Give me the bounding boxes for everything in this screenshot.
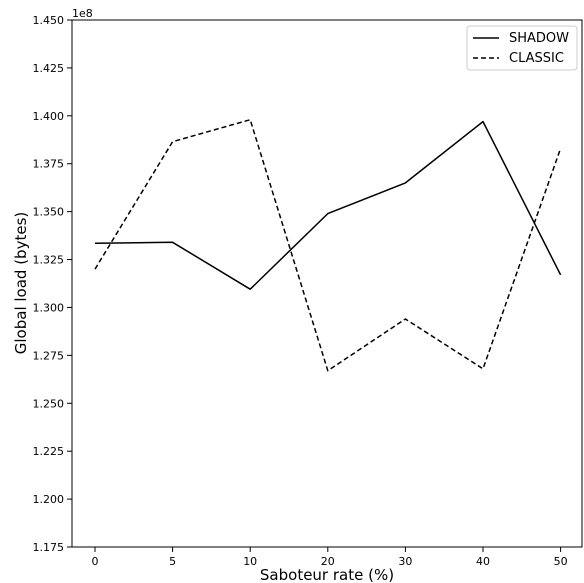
y-tick-label: 1.325 (33, 254, 65, 267)
plot-area (71, 19, 583, 548)
y-axis-label: Global load (bytes) (12, 212, 30, 354)
legend-label-classic: CLASSIC (509, 51, 564, 66)
x-tick-label: 0 (92, 555, 99, 568)
y-tick-label: 1.400 (33, 110, 65, 123)
series-layer (94, 118, 562, 372)
y-tick-label: 1.275 (33, 349, 65, 362)
y-axis-offset-label: 1e8 (72, 7, 93, 20)
x-tick-label: 40 (476, 555, 490, 568)
series-line-classic (94, 118, 562, 372)
y-tick-label: 1.375 (33, 158, 65, 171)
x-tick-label: 20 (321, 555, 335, 568)
series-line-shadow (94, 120, 562, 290)
y-tick-label: 1.200 (33, 493, 65, 506)
legend: SHADOW CLASSIC (466, 25, 578, 71)
y-tick-label: 1.300 (33, 301, 65, 314)
y-tick-label: 1.350 (33, 206, 65, 219)
x-axis-label: Saboteur rate (%) (260, 566, 394, 583)
y-tick-label: 1.175 (33, 541, 65, 554)
y-tick-label: 1.450 (33, 14, 65, 27)
x-tick-label: 5 (169, 555, 176, 568)
y-axis-ticks: 1.175 1.200 1.225 1.250 1.275 1.300 1.325 1.350… (33, 14, 72, 554)
x-axis-ticks: 0 5 10 20 30 40 50 (92, 547, 568, 568)
x-tick-label: 50 (554, 555, 568, 568)
legend-label-shadow: SHADOW (509, 31, 569, 46)
y-tick-label: 1.250 (33, 397, 65, 410)
x-tick-label: 30 (398, 555, 412, 568)
legend-box (466, 25, 578, 71)
x-tick-label: 10 (243, 555, 257, 568)
y-tick-label: 1.425 (33, 62, 65, 75)
y-tick-label: 1.225 (33, 445, 65, 458)
